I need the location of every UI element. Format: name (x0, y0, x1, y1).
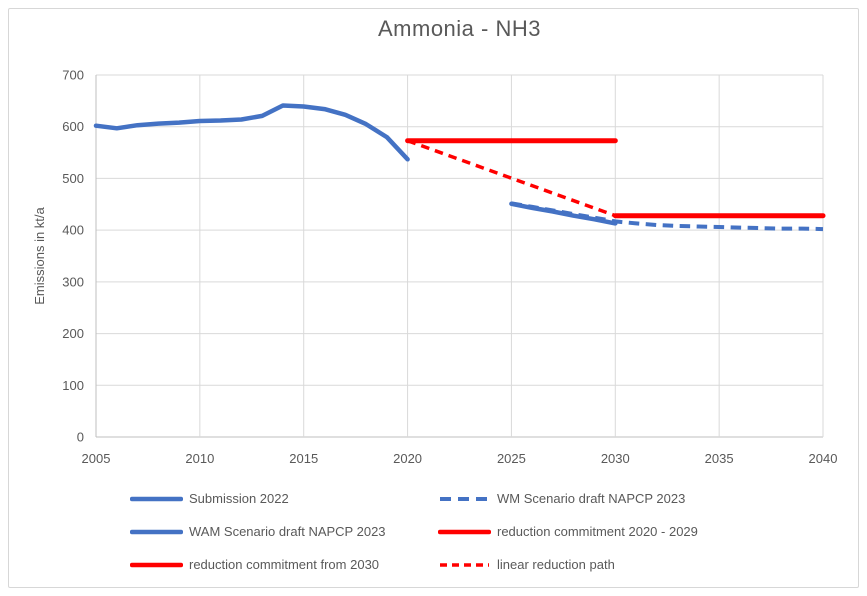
x-tick-label: 2005 (82, 451, 111, 466)
legend-swatch-wm-scenario-draft-napcp-2023 (440, 496, 489, 501)
legend: Submission 2022 WM Scenario draft NAPCP 2… (130, 482, 750, 581)
x-tick-label: 2015 (289, 451, 318, 466)
x-tick-label: 2010 (185, 451, 214, 466)
y-tick-label: 500 (62, 171, 84, 186)
legend-label: reduction commitment 2020 - 2029 (497, 524, 698, 539)
legend-swatch-wam-scenario-draft-napcp-2023 (130, 529, 183, 534)
legend-item-reduction-commitment-2020-2029: reduction commitment 2020 - 2029 (438, 515, 750, 548)
legend-item-wm-scenario-draft-napcp-2023: WM Scenario draft NAPCP 2023 (438, 482, 750, 515)
legend-swatch-submission-2022 (130, 496, 183, 501)
x-tick-label: 2040 (809, 451, 838, 466)
x-tick-label: 2025 (497, 451, 526, 466)
legend-item-submission-2022: Submission 2022 (130, 482, 438, 515)
chart-frame-border (8, 8, 859, 588)
y-tick-label: 200 (62, 326, 84, 341)
plot-area: 0 100 200 300 400 500 600 700 2005 2010 2015 2020 20… (62, 68, 838, 467)
legend-swatch-reduction-commitment-2020-2029 (438, 529, 491, 534)
legend-item-wam-scenario-draft-napcp-2023: WAM Scenario draft NAPCP 2023 (130, 515, 438, 548)
y-tick-label: 400 (62, 223, 84, 238)
legend-label: Submission 2022 (189, 491, 289, 506)
y-tick-label: 300 (62, 274, 84, 289)
legend-item-reduction-commitment-from-2030: reduction commitment from 2030 (130, 548, 438, 581)
x-tick-label: 2030 (601, 451, 630, 466)
legend-swatch-reduction-commitment-from-2030 (130, 562, 183, 567)
legend-label: linear reduction path (497, 557, 615, 572)
y-tick-label: 600 (62, 119, 84, 134)
legend-item-linear-reduction-path: linear reduction path (438, 548, 750, 581)
y-tick-label: 700 (62, 68, 84, 83)
y-tick-label: 0 (77, 430, 84, 445)
legend-label: WAM Scenario draft NAPCP 2023 (189, 524, 386, 539)
series-line-submission-2022 (93, 103, 410, 162)
x-tick-label: 2020 (393, 451, 422, 466)
legend-label: reduction commitment from 2030 (189, 557, 380, 572)
series-line-linear-reduction-path (407, 139, 616, 218)
chart-title: Ammonia - NH3 (378, 16, 541, 41)
legend-swatch-linear-reduction-path (440, 562, 489, 567)
x-tick-label: 2035 (705, 451, 734, 466)
legend-label: WM Scenario draft NAPCP 2023 (497, 491, 686, 506)
y-tick-label: 100 (62, 378, 84, 393)
series-line-wm-scenario-draft-napcp-2023 (511, 201, 824, 232)
